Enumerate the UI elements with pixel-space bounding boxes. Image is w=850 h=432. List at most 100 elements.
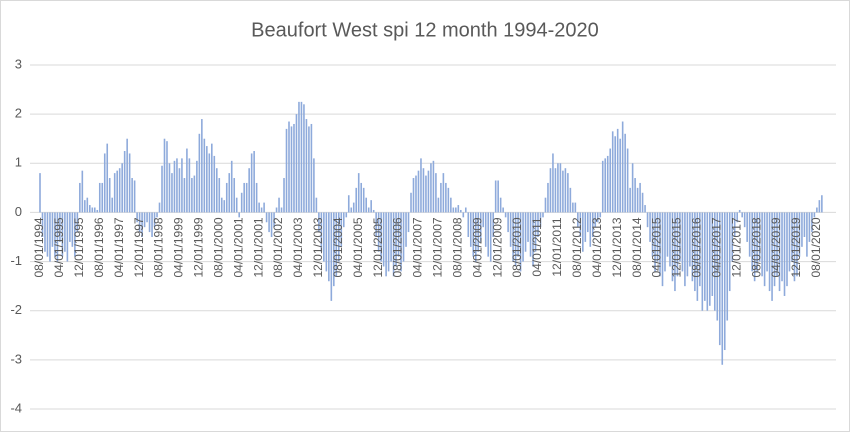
bar [746,212,748,242]
x-tick-label: 12/01/2003 [311,217,325,277]
bar [818,200,821,213]
bar [469,212,472,247]
bar [512,212,514,262]
bar [128,153,131,213]
bar [101,182,104,213]
bar [544,197,547,213]
bar [220,197,223,213]
bar [569,187,572,213]
bar [338,212,340,262]
bar [681,212,684,272]
bar [751,212,753,272]
bar [64,212,66,252]
bar [335,212,338,277]
bar [534,212,537,252]
bar [121,163,123,213]
bar [801,212,803,247]
bar [582,212,584,252]
bar [400,212,402,272]
x-tick-label: 08/01/2020 [809,217,823,277]
x-tick-label: 08/01/2014 [630,217,644,277]
bar [260,207,263,213]
bar [350,207,353,213]
bar [245,182,248,213]
x-tick-label: 12/01/2009 [490,217,504,277]
bar [462,212,465,218]
bar [813,212,816,218]
bar [285,128,288,213]
bar [203,138,206,213]
bar [559,163,562,213]
bar [41,212,44,237]
bar [402,212,405,262]
bar [684,212,686,287]
bar [397,212,400,257]
bar [367,207,370,213]
bar [225,182,228,213]
x-tick-label: 08/01/1996 [92,217,106,277]
bar [631,163,634,213]
bar [659,212,661,277]
bar [527,212,529,242]
bar [502,207,504,213]
bar [504,212,507,218]
bar [547,182,549,213]
bar [258,202,260,213]
bar [487,212,489,257]
chart-title: Beaufort West spi 12 month 1994-2020 [251,19,599,41]
x-tick-label: 12/01/2017 [729,217,743,277]
bar [235,197,238,213]
bar [333,212,335,287]
bar [474,212,477,262]
bar [679,212,681,262]
x-tick-label: 04/01/1995 [52,217,66,277]
x-tick-label: 04/01/1999 [172,217,186,277]
bar [133,180,136,213]
bar [484,212,487,247]
bar [616,128,619,213]
bar [320,212,323,252]
x-tick-label: 12/01/1995 [72,217,86,277]
bar [522,212,524,262]
bar [601,160,604,213]
bar [604,158,607,213]
bar [308,126,310,213]
bar [74,212,76,257]
bar [377,212,380,252]
bar [131,178,133,213]
x-tick-label: 08/01/2002 [271,217,285,277]
bar [228,173,231,213]
bar [118,168,121,213]
bar [482,212,485,228]
bar [736,212,738,223]
x-tick-label: 12/01/2005 [371,217,385,277]
bar [442,173,445,213]
bar [731,212,734,262]
bar [290,126,293,213]
bar [596,212,599,223]
x-tick-label: 08/01/1998 [152,217,166,277]
bar [420,158,422,213]
bar [283,178,285,213]
x-tick-label: 08/01/2004 [331,217,345,277]
bar [143,212,146,228]
bar [310,123,313,213]
y-tick-label: 1 [15,155,22,170]
bar [686,212,689,277]
bar [584,212,587,242]
bar [193,175,196,213]
bar [300,101,303,213]
bar [265,212,268,223]
bar [748,212,751,257]
bar [270,212,273,237]
bar [405,212,407,247]
x-tick-label: 08/01/2000 [211,217,225,277]
bar [816,207,818,213]
bar [539,212,542,228]
bar [552,153,554,213]
bar [629,187,631,213]
y-tick-label: 3 [15,56,22,71]
bar [305,119,308,213]
bar [783,212,786,296]
